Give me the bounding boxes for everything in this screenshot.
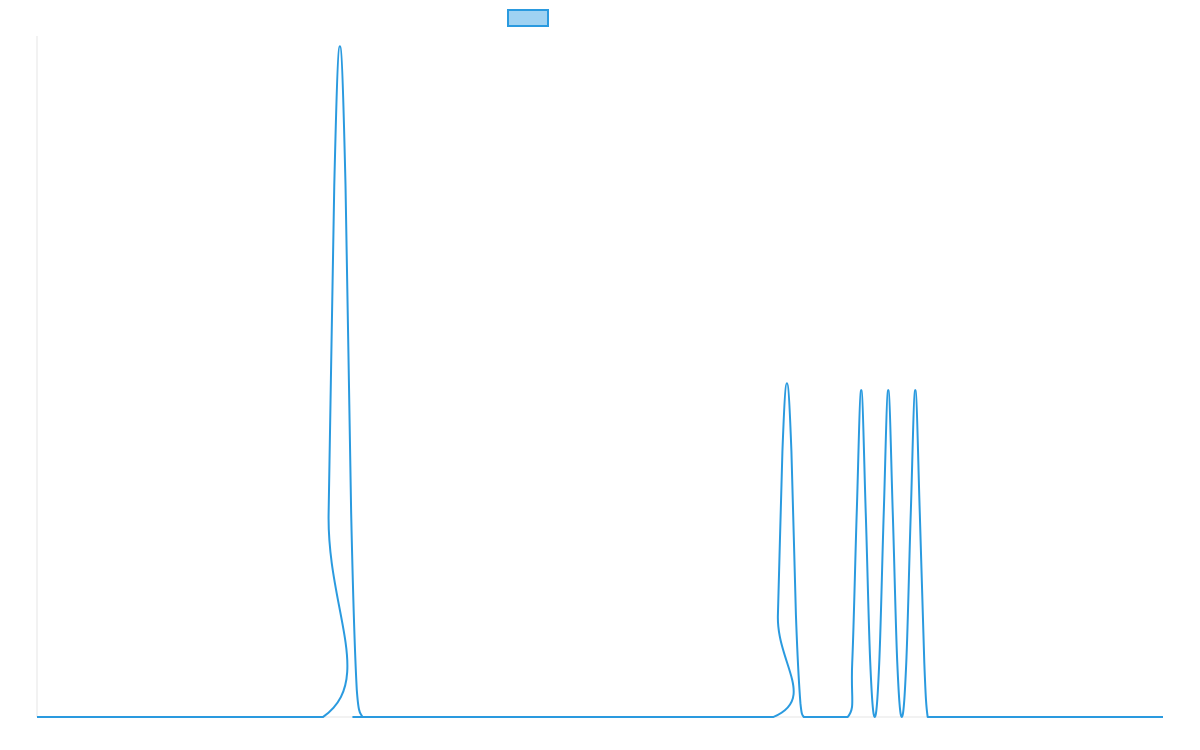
- series-line-0[interactable]: [36, 45, 1163, 719]
- legend-swatch[interactable]: [507, 9, 549, 27]
- series-group: [36, 45, 1163, 719]
